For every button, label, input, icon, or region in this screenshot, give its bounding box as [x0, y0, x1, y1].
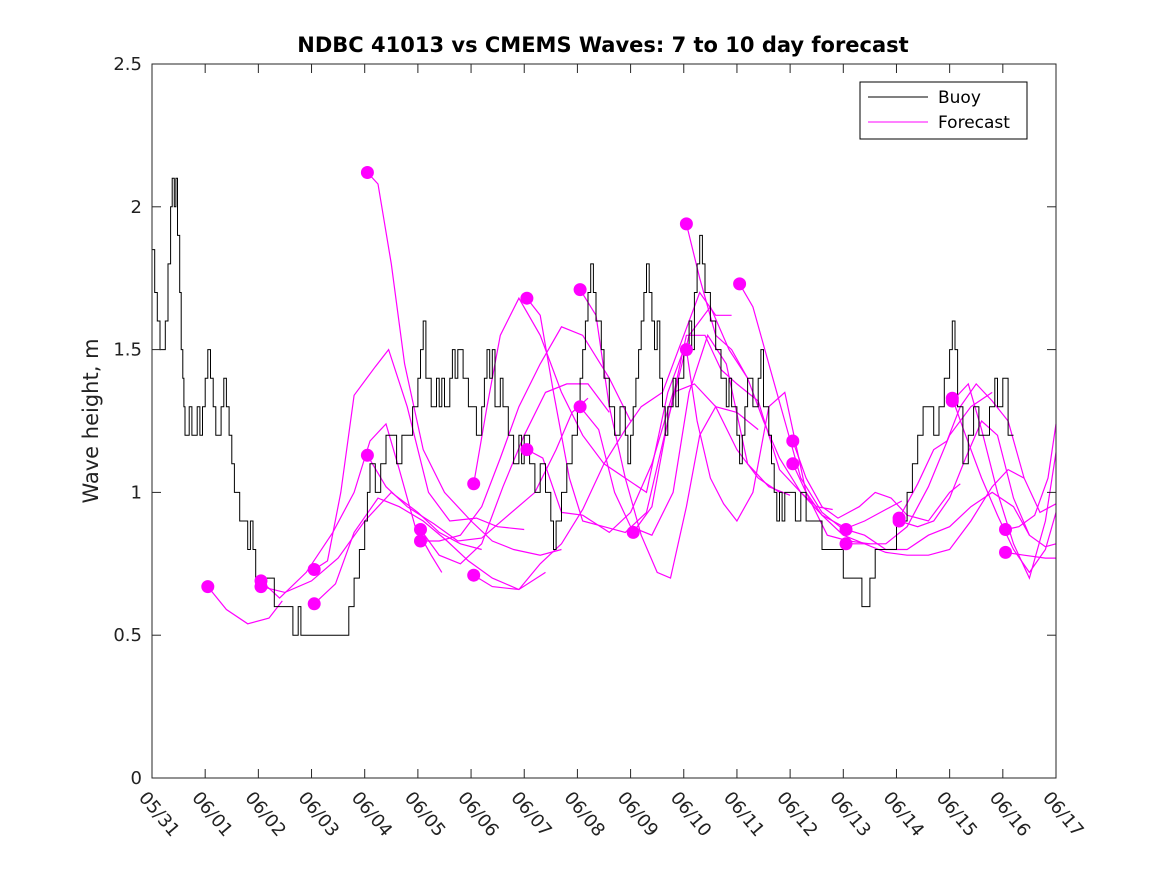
forecast-start-marker-12 — [520, 291, 534, 305]
forecast-run-line-20 — [792, 440, 961, 522]
forecast-start-marker-9 — [414, 534, 427, 548]
y-tick-label: 2.5 — [113, 54, 142, 75]
y-tick-label: 0 — [131, 768, 142, 789]
forecast-start-marker-25 — [892, 514, 906, 528]
buoy-line — [152, 177, 1014, 636]
y-tick-label: 1.5 — [113, 340, 142, 361]
forecast-start-marker-6 — [360, 166, 374, 179]
forecast-start-marker-5 — [307, 597, 321, 611]
forecast-start-marker-15 — [573, 400, 587, 414]
forecast-run-line-21 — [792, 391, 993, 545]
forecast-run-line-22 — [845, 491, 1030, 551]
forecast-run-line-23 — [846, 468, 1025, 556]
legend-buoy-label: Buoy — [938, 88, 981, 108]
y-axis-label: Wave height, m — [79, 338, 103, 503]
forecast-run-line-13 — [526, 383, 759, 534]
forecast-run-line-6 — [366, 172, 562, 556]
forecast-run-line-15 — [579, 333, 791, 536]
forecast-run-line-27 — [951, 382, 1057, 580]
forecast-run-line-29 — [1005, 551, 1056, 559]
forecast-start-marker-23 — [839, 537, 853, 551]
forecast-start-marker-3 — [254, 580, 268, 594]
forecast-start-marker-7 — [360, 448, 374, 462]
plot-area — [152, 64, 1056, 778]
forecast-run-line-18 — [685, 349, 870, 545]
forecast-start-marker-18 — [679, 343, 693, 357]
forecast-start-marker-19 — [733, 277, 747, 291]
forecast-start-marker-20 — [786, 434, 800, 448]
forecast-run-line-11 — [473, 291, 732, 591]
forecast-run-line-4 — [313, 348, 525, 571]
forecast-run-line-1 — [207, 586, 283, 625]
forecast-start-marker-4 — [307, 563, 321, 576]
axes-box — [151, 63, 1057, 779]
forecast-start-marker-14 — [573, 283, 587, 297]
series-layer — [152, 166, 1057, 636]
forecast-start-marker-28 — [999, 523, 1012, 536]
forecast-start-marker-11 — [467, 568, 481, 582]
forecast-start-marker-22 — [839, 523, 853, 536]
forecast-start-marker-10 — [467, 477, 481, 491]
forecast-start-marker-13 — [520, 443, 534, 457]
y-tick-label: 0.5 — [113, 625, 142, 646]
forecast-start-marker-8 — [414, 523, 427, 536]
forecast-start-marker-21 — [786, 457, 800, 471]
chart-title: NDBC 41013 vs CMEMS Waves: 7 to 10 day f… — [297, 33, 908, 57]
forecast-run-line-9 — [420, 326, 632, 542]
forecast-start-marker-17 — [679, 217, 693, 231]
forecast-run-line-28 — [1005, 423, 1057, 531]
forecast-start-marker-29 — [999, 545, 1012, 559]
forecast-start-marker-16 — [626, 525, 640, 539]
y-tick-label: 1 — [131, 482, 142, 503]
forecast-run-line-25 — [898, 419, 1057, 548]
legend: Buoy Forecast — [859, 81, 1028, 140]
forecast-run-line-10 — [473, 296, 685, 494]
forecast-start-marker-1 — [201, 580, 215, 594]
legend-forecast-label: Forecast — [938, 113, 1010, 133]
y-tick-label: 2 — [131, 197, 142, 218]
forecast-run-line-24 — [898, 382, 1057, 519]
legend-box — [859, 81, 1028, 140]
forecast-start-marker-27 — [945, 394, 959, 408]
forecast-run-line-5 — [313, 497, 546, 605]
forecast-run-line-19 — [739, 283, 903, 531]
